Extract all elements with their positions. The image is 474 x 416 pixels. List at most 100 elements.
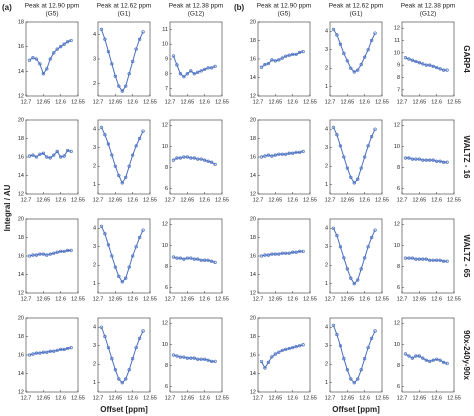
y-tick-label: 16 [250, 352, 256, 358]
column-subtitle: (G12) [420, 11, 437, 18]
x-tick-label: 12.6 [359, 296, 370, 302]
data-point [192, 257, 196, 261]
x-tick-label: 12.55 [143, 197, 157, 203]
data-point [441, 68, 446, 72]
x-tick-label: 12.65 [180, 296, 194, 302]
y-tick-label: 12 [18, 93, 24, 99]
data-line [333, 29, 376, 73]
data-line [333, 228, 376, 285]
data-point [59, 347, 63, 352]
data-point [359, 166, 363, 170]
y-tick-label: 8 [165, 165, 168, 171]
y-tick-label: 11 [162, 27, 168, 33]
data-point [301, 343, 305, 347]
x-tick-label: 12.7 [21, 296, 32, 302]
data-point [206, 258, 210, 262]
data-point [335, 33, 339, 37]
data-point [263, 366, 267, 370]
data-point [131, 254, 135, 258]
x-tick-label: 12.7 [325, 197, 336, 203]
data-point [342, 155, 346, 159]
data-point [294, 150, 298, 155]
data-point [438, 159, 442, 163]
y-tick-label: 12 [250, 389, 256, 395]
y-tick-label: 10 [394, 50, 400, 56]
y-tick-label: 2 [325, 164, 328, 170]
x-tick-label: 12.65 [108, 395, 122, 401]
data-point [291, 151, 295, 155]
data-point [301, 149, 305, 154]
x-tick-label: 12.6 [431, 395, 442, 401]
x-tick-label: 12.65 [412, 395, 426, 401]
data-point [99, 27, 104, 32]
y-tick-label: 12 [394, 123, 400, 129]
y-tick-label: 20 [250, 117, 256, 123]
data-point [117, 274, 121, 279]
data-point [407, 57, 411, 61]
data-point [266, 153, 271, 157]
data-point [373, 127, 377, 131]
x-tick-label: 12.65 [412, 99, 426, 105]
y-tick-label: 6 [397, 186, 400, 192]
data-point [356, 68, 360, 72]
y-tick-label: 4 [93, 226, 96, 232]
row-label: WALTZ - 65 [462, 235, 471, 279]
y-tick-label: 12 [18, 191, 24, 197]
data-point [31, 253, 35, 257]
data-point [428, 359, 432, 363]
data-point [284, 152, 288, 156]
data-point [127, 164, 131, 168]
plot-area [401, 218, 455, 294]
data-point [273, 59, 277, 63]
data-point [363, 256, 367, 260]
y-tick-label: 10 [394, 243, 400, 249]
data-point [366, 345, 370, 350]
data-point [417, 61, 421, 65]
y-tick-label: 16 [18, 154, 24, 160]
x-tick-label: 12.6 [55, 395, 66, 401]
data-point [65, 40, 70, 44]
x-tick-label: 12.65 [36, 99, 50, 105]
data-point [373, 31, 377, 35]
y-tick-label: 7 [397, 87, 400, 93]
data-point [59, 249, 63, 254]
data-point [192, 156, 196, 160]
data-point [171, 158, 176, 162]
data-point [134, 47, 138, 51]
data-point [352, 70, 356, 74]
data-point [41, 252, 45, 256]
data-line [101, 327, 144, 384]
y-tick-label: 3 [93, 145, 96, 151]
y-tick-label: 12 [250, 191, 256, 197]
data-point [273, 352, 277, 356]
y-tick-label: 12 [18, 290, 24, 296]
data-point [106, 142, 111, 146]
data-point [277, 350, 281, 354]
data-point [38, 152, 42, 156]
row-label: 90x-240y-90x [462, 330, 471, 380]
data-point [171, 255, 176, 259]
data-point [110, 62, 114, 66]
y-tick-label: 18 [18, 19, 24, 25]
data-point [373, 329, 377, 333]
y-tick-label: 3 [325, 47, 328, 53]
data-point [291, 250, 295, 254]
data-point [199, 157, 203, 161]
data-point [410, 157, 415, 161]
data-point [141, 228, 145, 232]
data-line [101, 226, 144, 283]
data-point [103, 334, 107, 339]
data-point [428, 63, 432, 67]
data-point [34, 155, 39, 159]
data-point [27, 353, 32, 357]
data-line [173, 256, 216, 263]
data-point [338, 144, 343, 148]
y-tick-label: 12 [394, 26, 400, 32]
x-tick-label: 12.65 [412, 296, 426, 302]
x-tick-label: 12.55 [143, 296, 157, 302]
x-tick-label: 12.7 [325, 296, 336, 302]
y-tick-label: 18 [18, 235, 24, 241]
data-point [403, 156, 408, 160]
data-point [110, 254, 114, 258]
